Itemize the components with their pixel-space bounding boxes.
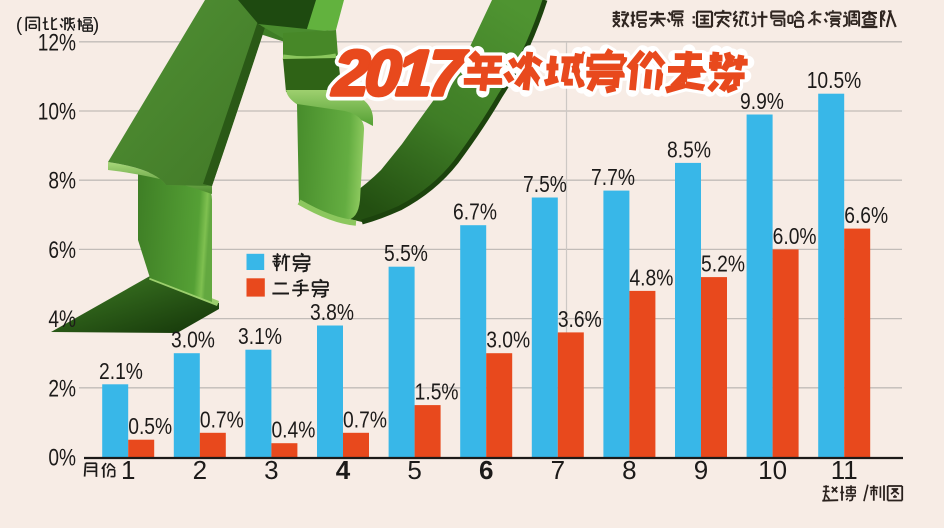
svg-text:8: 8 [622, 455, 636, 485]
svg-text:9.9%: 9.9% [740, 88, 784, 114]
svg-text:2%: 2% [48, 374, 76, 402]
svg-text:5: 5 [407, 455, 421, 485]
svg-text:6.0%: 6.0% [773, 223, 817, 249]
svg-text:3.1%: 3.1% [238, 323, 282, 349]
svg-text:12%: 12% [38, 28, 76, 56]
svg-text:4%: 4% [48, 305, 76, 333]
svg-text:5.5%: 5.5% [384, 240, 428, 266]
svg-text:7.5%: 7.5% [523, 171, 567, 197]
svg-text:0.7%: 0.7% [200, 407, 244, 433]
svg-text:10: 10 [758, 455, 787, 485]
svg-text:5.2%: 5.2% [701, 251, 745, 277]
svg-text:7: 7 [551, 455, 565, 485]
svg-text:3.6%: 3.6% [558, 306, 602, 332]
svg-text:0.4%: 0.4% [271, 417, 315, 443]
svg-text:10%: 10% [38, 97, 76, 125]
svg-text:3.0%: 3.0% [171, 327, 215, 353]
svg-text:1.5%: 1.5% [415, 379, 459, 405]
svg-text:3.8%: 3.8% [310, 299, 354, 325]
svg-text:2.1%: 2.1% [99, 358, 143, 384]
svg-text:0.5%: 0.5% [128, 413, 172, 439]
svg-text:6%: 6% [48, 236, 76, 264]
svg-text:6.6%: 6.6% [844, 202, 888, 228]
svg-text:2017: 2017 [330, 37, 470, 109]
svg-text:3.0%: 3.0% [486, 327, 530, 353]
svg-text:8.5%: 8.5% [667, 137, 711, 163]
svg-text:4: 4 [336, 455, 351, 485]
svg-text:0%: 0% [48, 443, 76, 471]
svg-text:2: 2 [193, 455, 207, 485]
svg-text:1: 1 [121, 455, 135, 485]
svg-text:6.7%: 6.7% [453, 199, 497, 225]
svg-text:6: 6 [479, 455, 493, 485]
svg-text:7.7%: 7.7% [591, 164, 635, 190]
svg-text:3: 3 [264, 455, 278, 485]
svg-text:(: ( [16, 15, 23, 36]
svg-text:): ) [93, 15, 99, 36]
svg-text:4.8%: 4.8% [629, 265, 673, 291]
svg-text:9: 9 [694, 455, 708, 485]
svg-text:10.5%: 10.5% [807, 67, 862, 93]
svg-text:8%: 8% [48, 166, 76, 194]
svg-text:2017: 2017 [330, 37, 470, 109]
svg-text:11: 11 [831, 455, 858, 485]
svg-text:0.7%: 0.7% [343, 407, 387, 433]
